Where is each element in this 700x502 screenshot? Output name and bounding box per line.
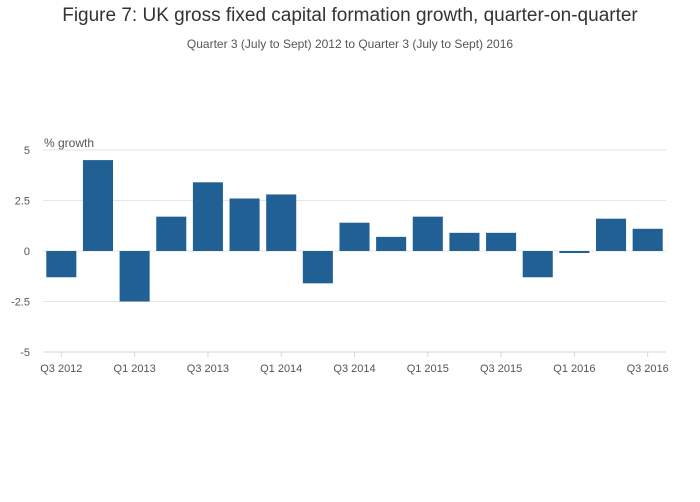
x-tick-label: Q1 2015 [407,363,449,375]
x-tick-label: Q3 2014 [333,363,375,375]
x-tick-label: Q3 2016 [627,363,669,375]
bar-q2-2013 [156,216,187,251]
y-axis-ticks: 5 2.5 0 -2.5 -5 [11,145,30,359]
bar-q4-2012 [82,160,113,251]
chart-title: Figure 7: UK gross fixed capital formati… [62,5,638,26]
x-tick-label: Q1 2013 [114,363,156,375]
bar-q2-2016 [596,218,627,251]
bar-q1-2016 [559,251,590,254]
bar-q2-2014 [302,251,333,284]
bar-q4-2013 [229,198,260,251]
x-tick-label: Q3 2013 [187,363,229,375]
bar-q1-2013 [119,251,150,302]
bar-q1-2014 [266,194,297,251]
bar-q3-2012 [46,251,77,278]
y-tick-label: 0 [24,246,30,258]
x-axis: Q3 2012 Q1 2013 Q3 2013 Q1 2014 Q3 2014 Q1 20… [40,351,669,375]
y-tick-label: -2.5 [11,297,30,309]
x-tick-label: Q1 2014 [260,363,302,375]
bar-q2-2015 [449,232,480,251]
y-tick-label: 5 [24,145,30,157]
bars [46,160,663,302]
y-tick-label: 2.5 [15,196,30,208]
bar-q3-2016 [632,228,663,251]
y-tick-label: -5 [20,347,30,359]
x-tick-label: Q1 2016 [553,363,595,375]
bar-q3-2015 [486,232,517,251]
x-tick-label: Q3 2012 [40,363,82,375]
bar-q3-2014 [339,222,370,251]
y-axis-label: % growth [44,136,94,150]
x-tick-label: Q3 2015 [480,363,522,375]
chart-subtitle: Quarter 3 (July to Sept) 2012 to Quarter… [186,37,514,51]
bar-q4-2015 [522,251,553,278]
bar-q3-2013 [192,182,223,251]
bar-q4-2014 [376,236,407,251]
bar-q1-2015 [412,216,443,251]
